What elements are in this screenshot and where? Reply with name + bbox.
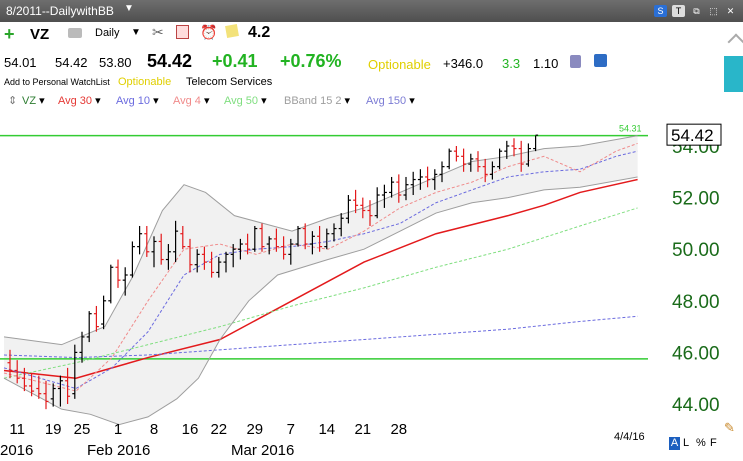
indicator-avg-150[interactable]: Avg 150 ▾ [366,95,415,107]
stat-green: 3.3 [502,56,521,71]
indicator-label: Avg 4 [173,95,201,107]
database-icon[interactable] [570,55,581,68]
x-tick-label: 8 [150,421,158,438]
month-label: Feb 2016 [87,442,150,459]
add-symbol-icon[interactable]: + [4,24,15,44]
toolbar: + VZ Daily ▼ ✂ ⏰ 4.2 54.01 54.42 53.80 5… [0,22,743,100]
indicator-label: Avg 10 [116,95,151,107]
window-restore-icon[interactable]: ⧉ [693,6,700,16]
x-tick-label: 21 [354,421,371,438]
add-to-watchlist-link[interactable]: Add to Personal WatchList [4,77,110,87]
title-bar: 8/2011--DailywithBB ▼ S T ⧉ ⬚ ✕ [0,0,743,22]
indicator-label: Avg 50 [224,95,259,107]
indicator-label: BBand 15 2 [284,95,342,107]
symbol-field[interactable]: VZ [30,26,50,43]
x-tick-label: 19 [45,421,62,438]
indicator-avg-50[interactable]: Avg 50 ▾ [224,95,267,107]
indicator-avg-4[interactable]: Avg 4 ▾ [173,95,210,107]
pencil-icon[interactable]: ✎ [724,420,735,435]
scale-button-f[interactable]: F [710,437,717,449]
side-panel-tab[interactable] [724,56,743,100]
window-title: 8/2011--DailywithBB [6,4,114,18]
y-tick-label: 48.00 [672,292,720,313]
indicator-vz[interactable]: VZ ▾ [22,95,45,107]
period-select[interactable]: Daily [95,27,120,39]
current-date: 4/4/16 [614,431,645,443]
high-price: 54.42 [55,55,88,70]
x-tick-label: 1 [114,421,122,438]
alert-icon[interactable] [176,25,189,39]
print-icon[interactable] [68,28,82,38]
x-tick-label: 16 [182,421,199,438]
x-tick-label: 7 [287,421,295,438]
title-dropdown-icon[interactable]: ▼ [124,3,134,14]
price-change: +0.41 [212,51,258,71]
indicator-bband[interactable]: BBand 15 2 ▾ [284,95,351,107]
price-chart[interactable]: 44.0046.0048.0050.0052.0054.0054.4254.31… [0,110,743,461]
last-price-box [666,123,722,146]
scroll-up-icon[interactable] [727,33,743,51]
indicator-avg-10[interactable]: Avg 10 ▾ [116,95,159,107]
tools-icon[interactable]: ✂ [152,24,164,40]
y-tick-label: 50.00 [672,240,720,261]
x-tick-label: 22 [210,421,227,438]
series-bband-upper [3,135,638,346]
chevron-down-icon[interactable]: ▼ [131,27,141,38]
low-price: 53.80 [99,55,132,70]
series-avg-30 [3,178,638,379]
series-bband-lower [3,176,638,426]
rating-value: 4.2 [248,24,271,41]
window-maximize-icon[interactable]: ⬚ [709,6,718,16]
high-marker-label: 54.31 [619,124,642,134]
scale-button-a[interactable]: A [669,437,680,450]
indicator-handle-icon[interactable]: ⇕ [8,95,18,107]
x-tick-label: 29 [246,421,263,438]
indicator-label: VZ [22,95,37,107]
indicator-label: Avg 30 [58,95,93,107]
window-control-t[interactable]: T [672,5,685,17]
indicator-avg-30[interactable]: Avg 30 ▾ [58,95,101,107]
indicator-label: Avg 150 [366,95,407,107]
last-price: 54.42 [147,51,193,71]
x-tick-label: 28 [390,421,407,438]
y-tick-label: 46.00 [672,343,720,364]
save-icon[interactable] [594,54,607,67]
alarm-clock-icon[interactable]: ⏰ [200,24,218,40]
open-price: 54.01 [4,55,37,70]
price-change-percent: +0.76% [280,51,342,71]
volume-stat: +346.0 [443,56,484,71]
month-label: 2016 [0,442,33,459]
series-avg-4 [3,142,638,392]
bollinger-band-fill [4,135,638,425]
month-label: Mar 2016 [231,442,294,459]
y-tick-label: 52.00 [672,189,720,210]
x-tick-label: 11 [9,421,25,438]
stat-black: 1.10 [533,56,559,71]
x-tick-label: 25 [74,421,91,438]
window-control-s[interactable]: S [654,5,667,17]
note-icon[interactable] [225,24,239,38]
y-tick-label: 44.00 [672,395,720,416]
series-avg-50 [3,207,638,379]
industry-link[interactable]: Telecom Services [186,76,273,88]
optionable-small-label: Optionable [118,76,172,88]
close-icon[interactable]: ✕ [726,6,735,16]
scale-button-percent[interactable]: % [696,437,706,449]
series-avg-150 [3,315,638,359]
x-tick-label: 14 [318,421,335,438]
indicator-bar: ⇕ VZ ▾ Avg 30 ▾ Avg 10 ▾ Avg 4 ▾ Avg 50 … [0,92,743,110]
optionable-label: Optionable [368,57,431,72]
last-price-label: 54.42 [671,126,714,145]
scale-button-l[interactable]: L [683,437,690,449]
